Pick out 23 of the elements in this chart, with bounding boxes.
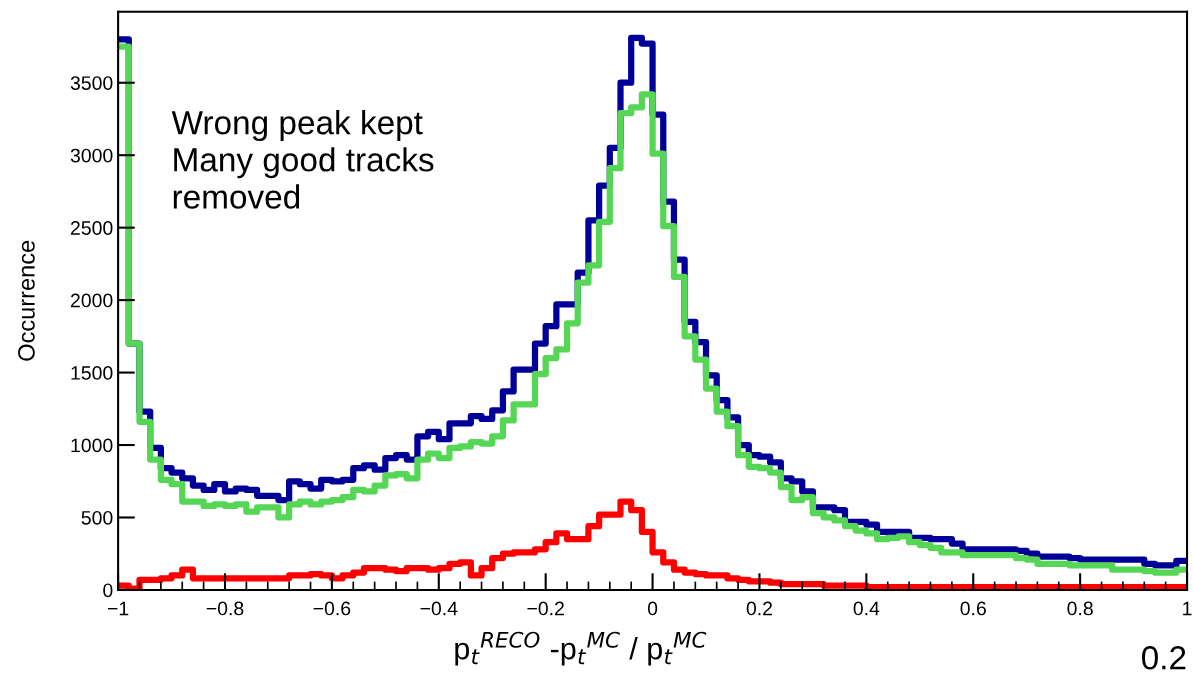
y-tick-label: 1000	[71, 438, 113, 453]
y-axis-title: Occurrence	[18, 240, 35, 361]
y-tick-label: 2000	[70, 293, 113, 308]
x-tick-label: −0.6	[313, 601, 351, 616]
y-tick-label: 3500	[70, 76, 113, 90]
y-tick-label: 1500	[71, 366, 113, 380]
x-tick-label: −0.2	[527, 601, 564, 616]
y-tick-label: 0	[103, 583, 113, 598]
y-tick-label: 3000	[70, 148, 113, 163]
y-tick-label: 2500	[70, 221, 113, 235]
text: p$_{t}$$^{RECO}$ -p$_{t}$$^{MC}$ / p$_{t}$$^{MC}$	[455, 631, 707, 666]
x-tick-label: 0.2	[746, 601, 772, 616]
x-tick-label: 0	[647, 601, 658, 616]
x-tick-label: −1	[107, 601, 129, 616]
annotation: Wrong peak kept Many good tracks removed	[171, 110, 434, 209]
x-tick-label: −0.4	[420, 601, 458, 616]
text: 0.2	[1142, 646, 1186, 670]
x-tick-label: 1	[1183, 601, 1192, 616]
x-tick-label: 0.6	[960, 601, 986, 616]
x-tick-label: 0.4	[853, 601, 880, 616]
y-tick-label: 500	[81, 510, 113, 525]
x-tick-label: 0.8	[1067, 601, 1093, 616]
x-tick-label: −0.8	[206, 601, 244, 616]
